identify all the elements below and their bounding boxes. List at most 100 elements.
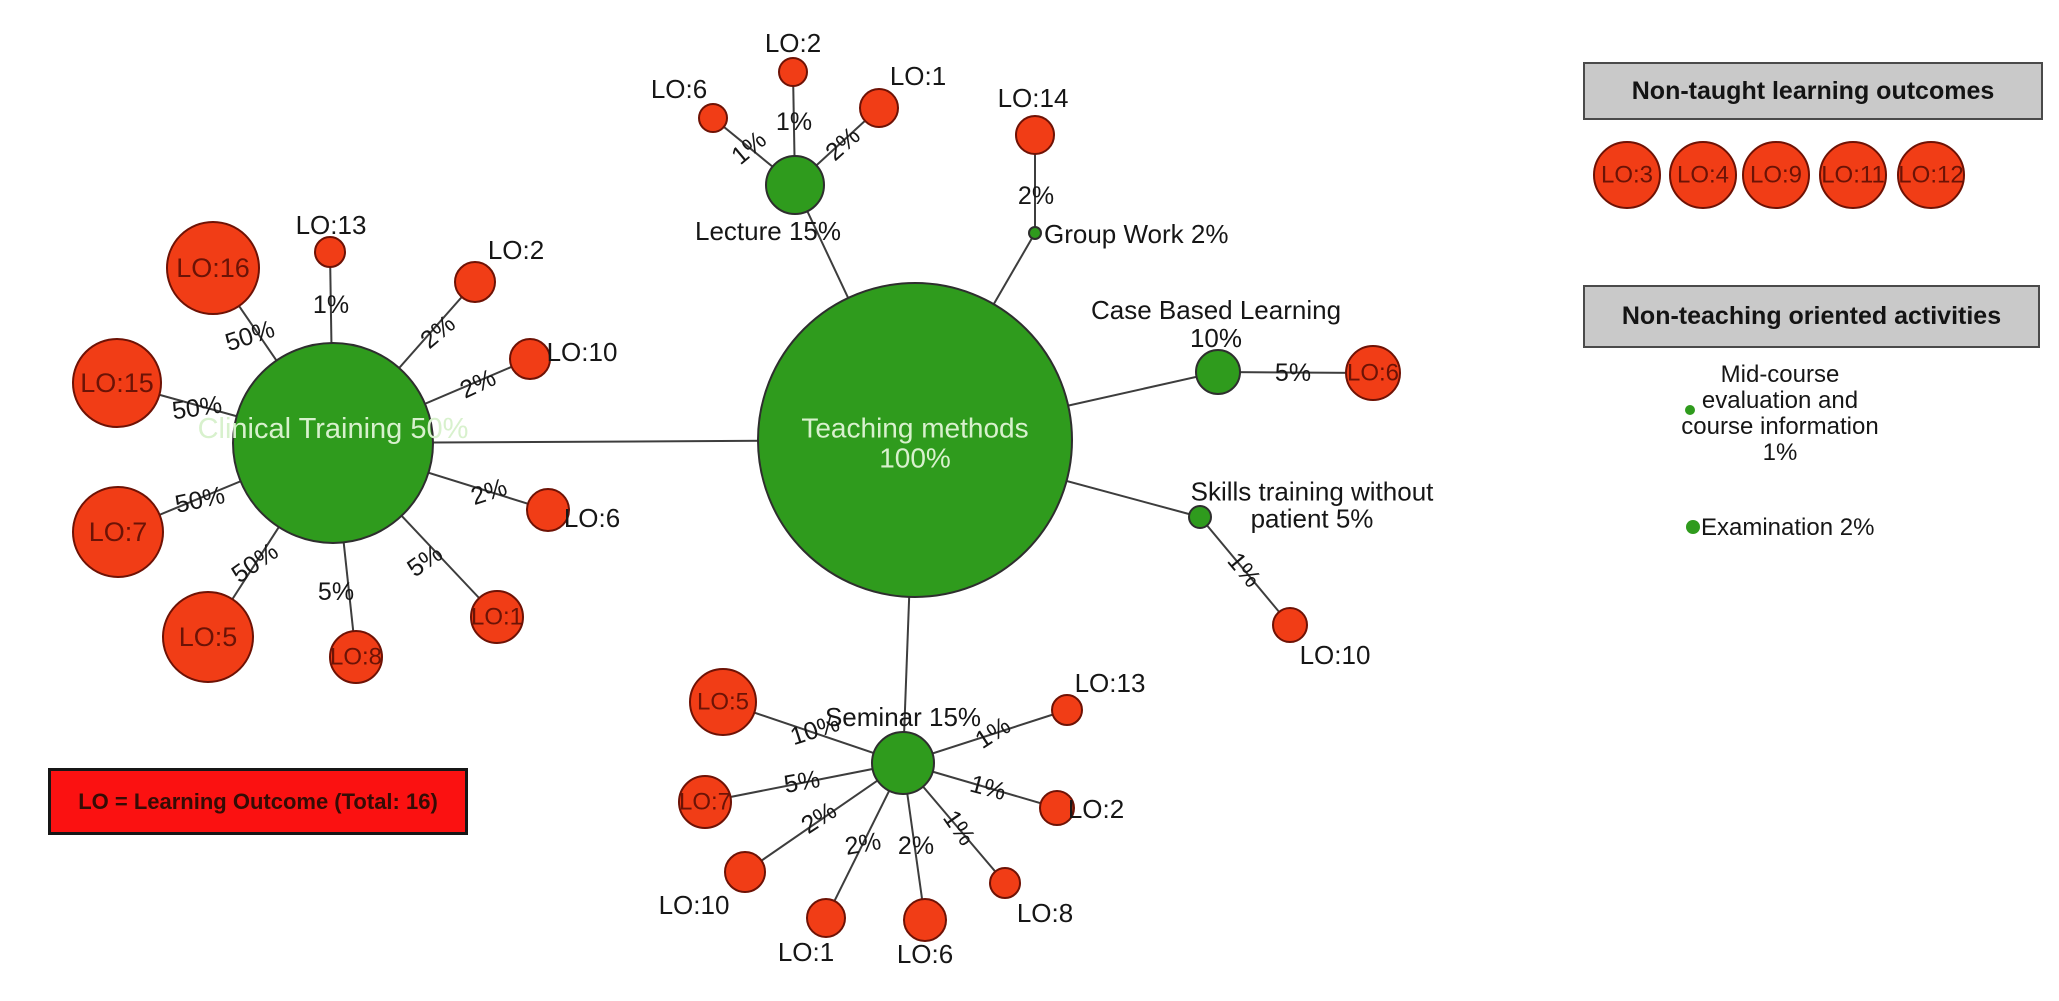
edge-seminar--seminar-lo7: [704, 762, 904, 803]
label-clinical-lo2: LO:2: [488, 235, 544, 265]
label-skills-training: patient 5%: [1251, 504, 1374, 534]
label-seminar-lo13: LO:13: [1075, 668, 1146, 698]
node-clinical-lo13: [314, 236, 346, 268]
node-cbl-lo6: [1345, 345, 1401, 401]
node-seminar-lo7: [678, 775, 732, 829]
legend-box: LO = Learning Outcome (Total: 16): [48, 768, 468, 835]
label-teaching-methods: 100%: [879, 443, 951, 474]
label-lecture: Lecture 15%: [695, 216, 841, 246]
label-seminar-lo7: LO:7: [679, 789, 731, 816]
label-lecture-lo6: LO:6: [651, 74, 707, 104]
label-seminar-lo5: LO:5: [697, 689, 749, 716]
edge-label-clinical-training--clinical-lo15: 50%: [170, 391, 223, 426]
edge-label-group-work--groupwork-lo14: 2%: [1018, 182, 1054, 210]
node-skills-training: [1188, 505, 1212, 529]
edge-label-clinical-training--clinical-lo13: 1%: [313, 291, 349, 319]
node-seminar-lo8: [989, 867, 1021, 899]
label-clinical-lo8: LO:8: [330, 644, 382, 671]
edge-label-case-based-learning--cbl-lo6: 5%: [1275, 359, 1311, 387]
node-seminar-lo13: [1051, 694, 1083, 726]
label-clinical-lo13: LO:13: [296, 210, 367, 240]
edge-label-lecture--lecture-lo6: 1%: [726, 126, 772, 171]
label-skills-training: Skills training without: [1191, 477, 1435, 507]
node-panel-lo3: [1593, 141, 1661, 209]
label-seminar-lo10: LO:10: [659, 890, 730, 920]
node-teaching-methods: [757, 282, 1073, 598]
edge-label-lecture--lecture-lo2: 1%: [776, 108, 812, 136]
label-skills-lo10: LO:10: [1300, 640, 1371, 670]
node-groupwork-lo14: [1015, 115, 1055, 155]
node-panel-lo4: [1669, 141, 1737, 209]
node-clinical-lo7: [72, 486, 164, 578]
node-clinical-lo6: [526, 488, 570, 532]
label-cbl-lo6: LO:6: [1347, 360, 1399, 387]
label-panel-lo12: LO:12: [1898, 162, 1963, 189]
label-clinical-lo1: LO:1: [471, 604, 523, 631]
node-clinical-lo8: [329, 630, 383, 684]
node-panel-lo11: [1819, 141, 1887, 209]
label-panel-lo3: LO:3: [1601, 162, 1653, 189]
label-groupwork-lo14: LO:14: [998, 83, 1069, 113]
node-clinical-lo10: [509, 338, 551, 380]
edge-label-seminar--seminar-lo1: 2%: [843, 827, 883, 861]
edge-label-lecture--lecture-lo1: 2%: [820, 122, 866, 167]
label-clinical-lo6: LO:6: [564, 503, 620, 533]
mid-course-line-2: evaluation and: [1701, 387, 1859, 414]
mid-course-line-3: course information: [1681, 413, 1879, 440]
node-panel-lo12: [1897, 141, 1965, 209]
edge-label-clinical-training--clinical-lo6: 2%: [467, 473, 510, 511]
node-seminar-lo5: [689, 668, 757, 736]
label-clinical-lo5: LO:5: [179, 622, 238, 652]
edge-label-clinical-training--clinical-lo2: 2%: [415, 310, 461, 355]
label-clinical-lo10: LO:10: [547, 337, 618, 367]
edge-label-seminar--seminar-lo2: 1%: [967, 770, 1009, 806]
label-group-work: Group Work 2%: [1044, 219, 1228, 249]
node-seminar-lo1: [806, 898, 846, 938]
label-clinical-lo15: LO:15: [80, 368, 154, 398]
node-clinical-lo16: [166, 221, 260, 315]
label-clinical-lo16: LO:16: [176, 253, 250, 283]
edge-label-skills-training--skills-lo10: 1%: [1222, 547, 1267, 593]
edge-label-seminar--seminar-lo7: 5%: [782, 765, 822, 799]
node-clinical-training: [232, 342, 434, 544]
node-case-based-learning: [1195, 349, 1241, 395]
label-panel-lo11: LO:11: [1821, 162, 1885, 189]
green-dot-icon: [1686, 520, 1700, 534]
label-teaching-methods: Teaching methods: [801, 413, 1028, 444]
node-group-work: [1028, 226, 1042, 240]
mid-course-line-1: Mid-course: [1720, 361, 1840, 388]
label-seminar-lo6: LO:6: [897, 939, 953, 969]
node-seminar-lo6: [903, 898, 947, 942]
label-seminar-lo2: LO:2: [1068, 794, 1124, 824]
edge-label-clinical-training--clinical-lo10: 2%: [456, 364, 501, 405]
label-lecture-lo1: LO:1: [890, 61, 946, 91]
label-clinical-lo7: LO:7: [89, 517, 148, 547]
node-clinical-lo15: [72, 338, 162, 428]
edge-label-clinical-training--clinical-lo5: 50%: [226, 537, 283, 589]
node-lecture-lo2: [778, 57, 808, 87]
label-clinical-training: Clinical Training 50%: [198, 413, 469, 445]
label-seminar-lo1: LO:1: [778, 937, 834, 967]
edge-skills-training--skills-lo10: [1199, 516, 1291, 626]
node-lecture: [765, 155, 825, 215]
node-seminar-lo2: [1039, 790, 1075, 826]
node-seminar-lo10: [724, 851, 766, 893]
edge-label-clinical-training--clinical-lo8: 5%: [318, 578, 354, 606]
node-clinical-lo5: [162, 591, 254, 683]
edge-label-seminar--seminar-lo6: 2%: [898, 832, 934, 860]
label-panel-lo9: LO:9: [1750, 162, 1802, 189]
label-seminar: Seminar 15%: [825, 702, 981, 732]
mid-course-line-4: 1%: [1762, 439, 1798, 466]
edge-label-clinical-training--clinical-lo1: 5%: [402, 539, 448, 583]
green-dot-icon: [1685, 405, 1695, 415]
label-seminar-lo8: LO:8: [1017, 898, 1073, 928]
label-case-based-learning: Case Based Learning: [1091, 295, 1341, 325]
node-seminar: [871, 731, 935, 795]
examination-label: Examination 2%: [1701, 514, 1875, 541]
label-panel-lo4: LO:4: [1677, 162, 1729, 189]
label-case-based-learning: 10%: [1190, 323, 1242, 353]
node-skills-lo10: [1272, 607, 1308, 643]
non-teaching-activities-header: Non-teaching oriented activities: [1583, 285, 2040, 348]
